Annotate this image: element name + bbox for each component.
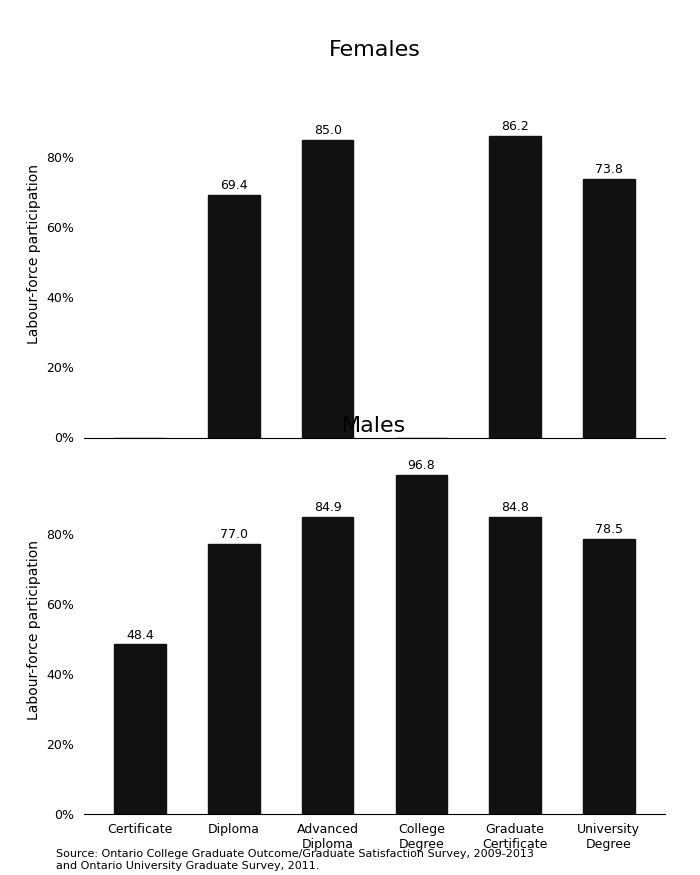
Text: 84.8: 84.8 — [501, 501, 529, 514]
Text: 48.4: 48.4 — [127, 628, 154, 641]
Bar — [583, 179, 634, 438]
Text: Source: Ontario College Graduate Outcome/Graduate Satisfaction Survey, 2009-2013: Source: Ontario College Graduate Outcome… — [56, 849, 534, 871]
Title: Females: Females — [328, 40, 421, 60]
Text: 73.8: 73.8 — [595, 164, 623, 177]
Bar — [489, 517, 541, 814]
Text: 85.0: 85.0 — [314, 124, 342, 137]
Bar — [302, 516, 354, 814]
Bar — [115, 644, 166, 814]
Title: Males: Males — [342, 416, 407, 437]
Text: 77.0: 77.0 — [220, 528, 248, 542]
Y-axis label: Labour-force participation: Labour-force participation — [27, 540, 41, 720]
Y-axis label: Labour-force participation: Labour-force participation — [27, 164, 41, 344]
Bar — [302, 140, 354, 438]
Text: 84.9: 84.9 — [314, 500, 342, 514]
Bar — [395, 475, 447, 814]
Text: 86.2: 86.2 — [501, 120, 529, 133]
Bar — [583, 539, 634, 814]
Bar — [208, 544, 260, 814]
Text: 96.8: 96.8 — [407, 459, 435, 472]
Text: 78.5: 78.5 — [595, 523, 623, 536]
Bar — [208, 194, 260, 438]
Text: 69.4: 69.4 — [220, 178, 248, 192]
Bar — [489, 136, 541, 438]
